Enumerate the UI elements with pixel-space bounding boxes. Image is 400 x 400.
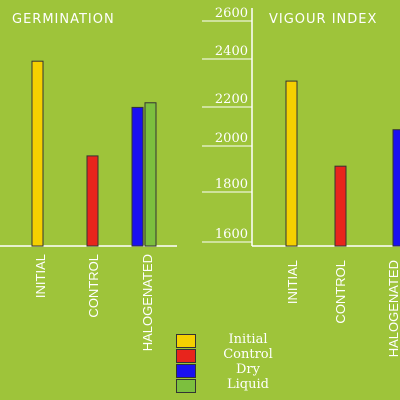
x-tick-label: CONTROL (86, 254, 101, 318)
legend-swatch-initial (176, 334, 196, 348)
legend-swatch-liquid (176, 379, 196, 393)
legend-swatch-dry (176, 364, 196, 378)
y-tick-label: 2400 (215, 44, 248, 59)
bar-dry-germination (131, 106, 144, 247)
bar-initial-vigour (285, 80, 298, 247)
legend-label: Initial (228, 332, 268, 347)
x-tick-label: INITIAL (33, 254, 48, 298)
y-tick-label: 2000 (215, 131, 248, 146)
y-tick-label: 2600 (215, 6, 248, 21)
legend-label: Control (223, 347, 273, 362)
x-tick-label: HALOGENATED (140, 254, 155, 351)
y-tick-label: 1800 (215, 177, 248, 192)
bar-control-germination (86, 155, 99, 247)
legend-item-liquid: Liquid (176, 377, 296, 393)
y-tick-label: 1600 (215, 227, 248, 242)
chart-title-germination: GERMINATION (12, 12, 115, 27)
bar-control-vigour (334, 165, 347, 247)
legend: Initial Control Dry Liquid (176, 332, 296, 393)
x-tick-label: HALOGENATED (386, 260, 400, 357)
legend-swatch-control (176, 349, 196, 363)
x-tick-label: INITIAL (285, 260, 300, 304)
legend-item-dry: Dry (176, 362, 296, 378)
legend-item-initial: Initial (176, 332, 296, 348)
x-tick-label: CONTROL (333, 260, 348, 324)
legend-item-control: Control (176, 347, 296, 363)
bar-liquid-germination (144, 102, 157, 247)
y-tick-label: 2200 (215, 92, 248, 107)
legend-label: Liquid (227, 377, 269, 392)
legend-label: Dry (236, 362, 260, 377)
bar-initial-germination (31, 60, 44, 247)
bar-dry-vigour (392, 129, 400, 247)
chart-title-vigour-index: VIGOUR INDEX (269, 12, 378, 27)
